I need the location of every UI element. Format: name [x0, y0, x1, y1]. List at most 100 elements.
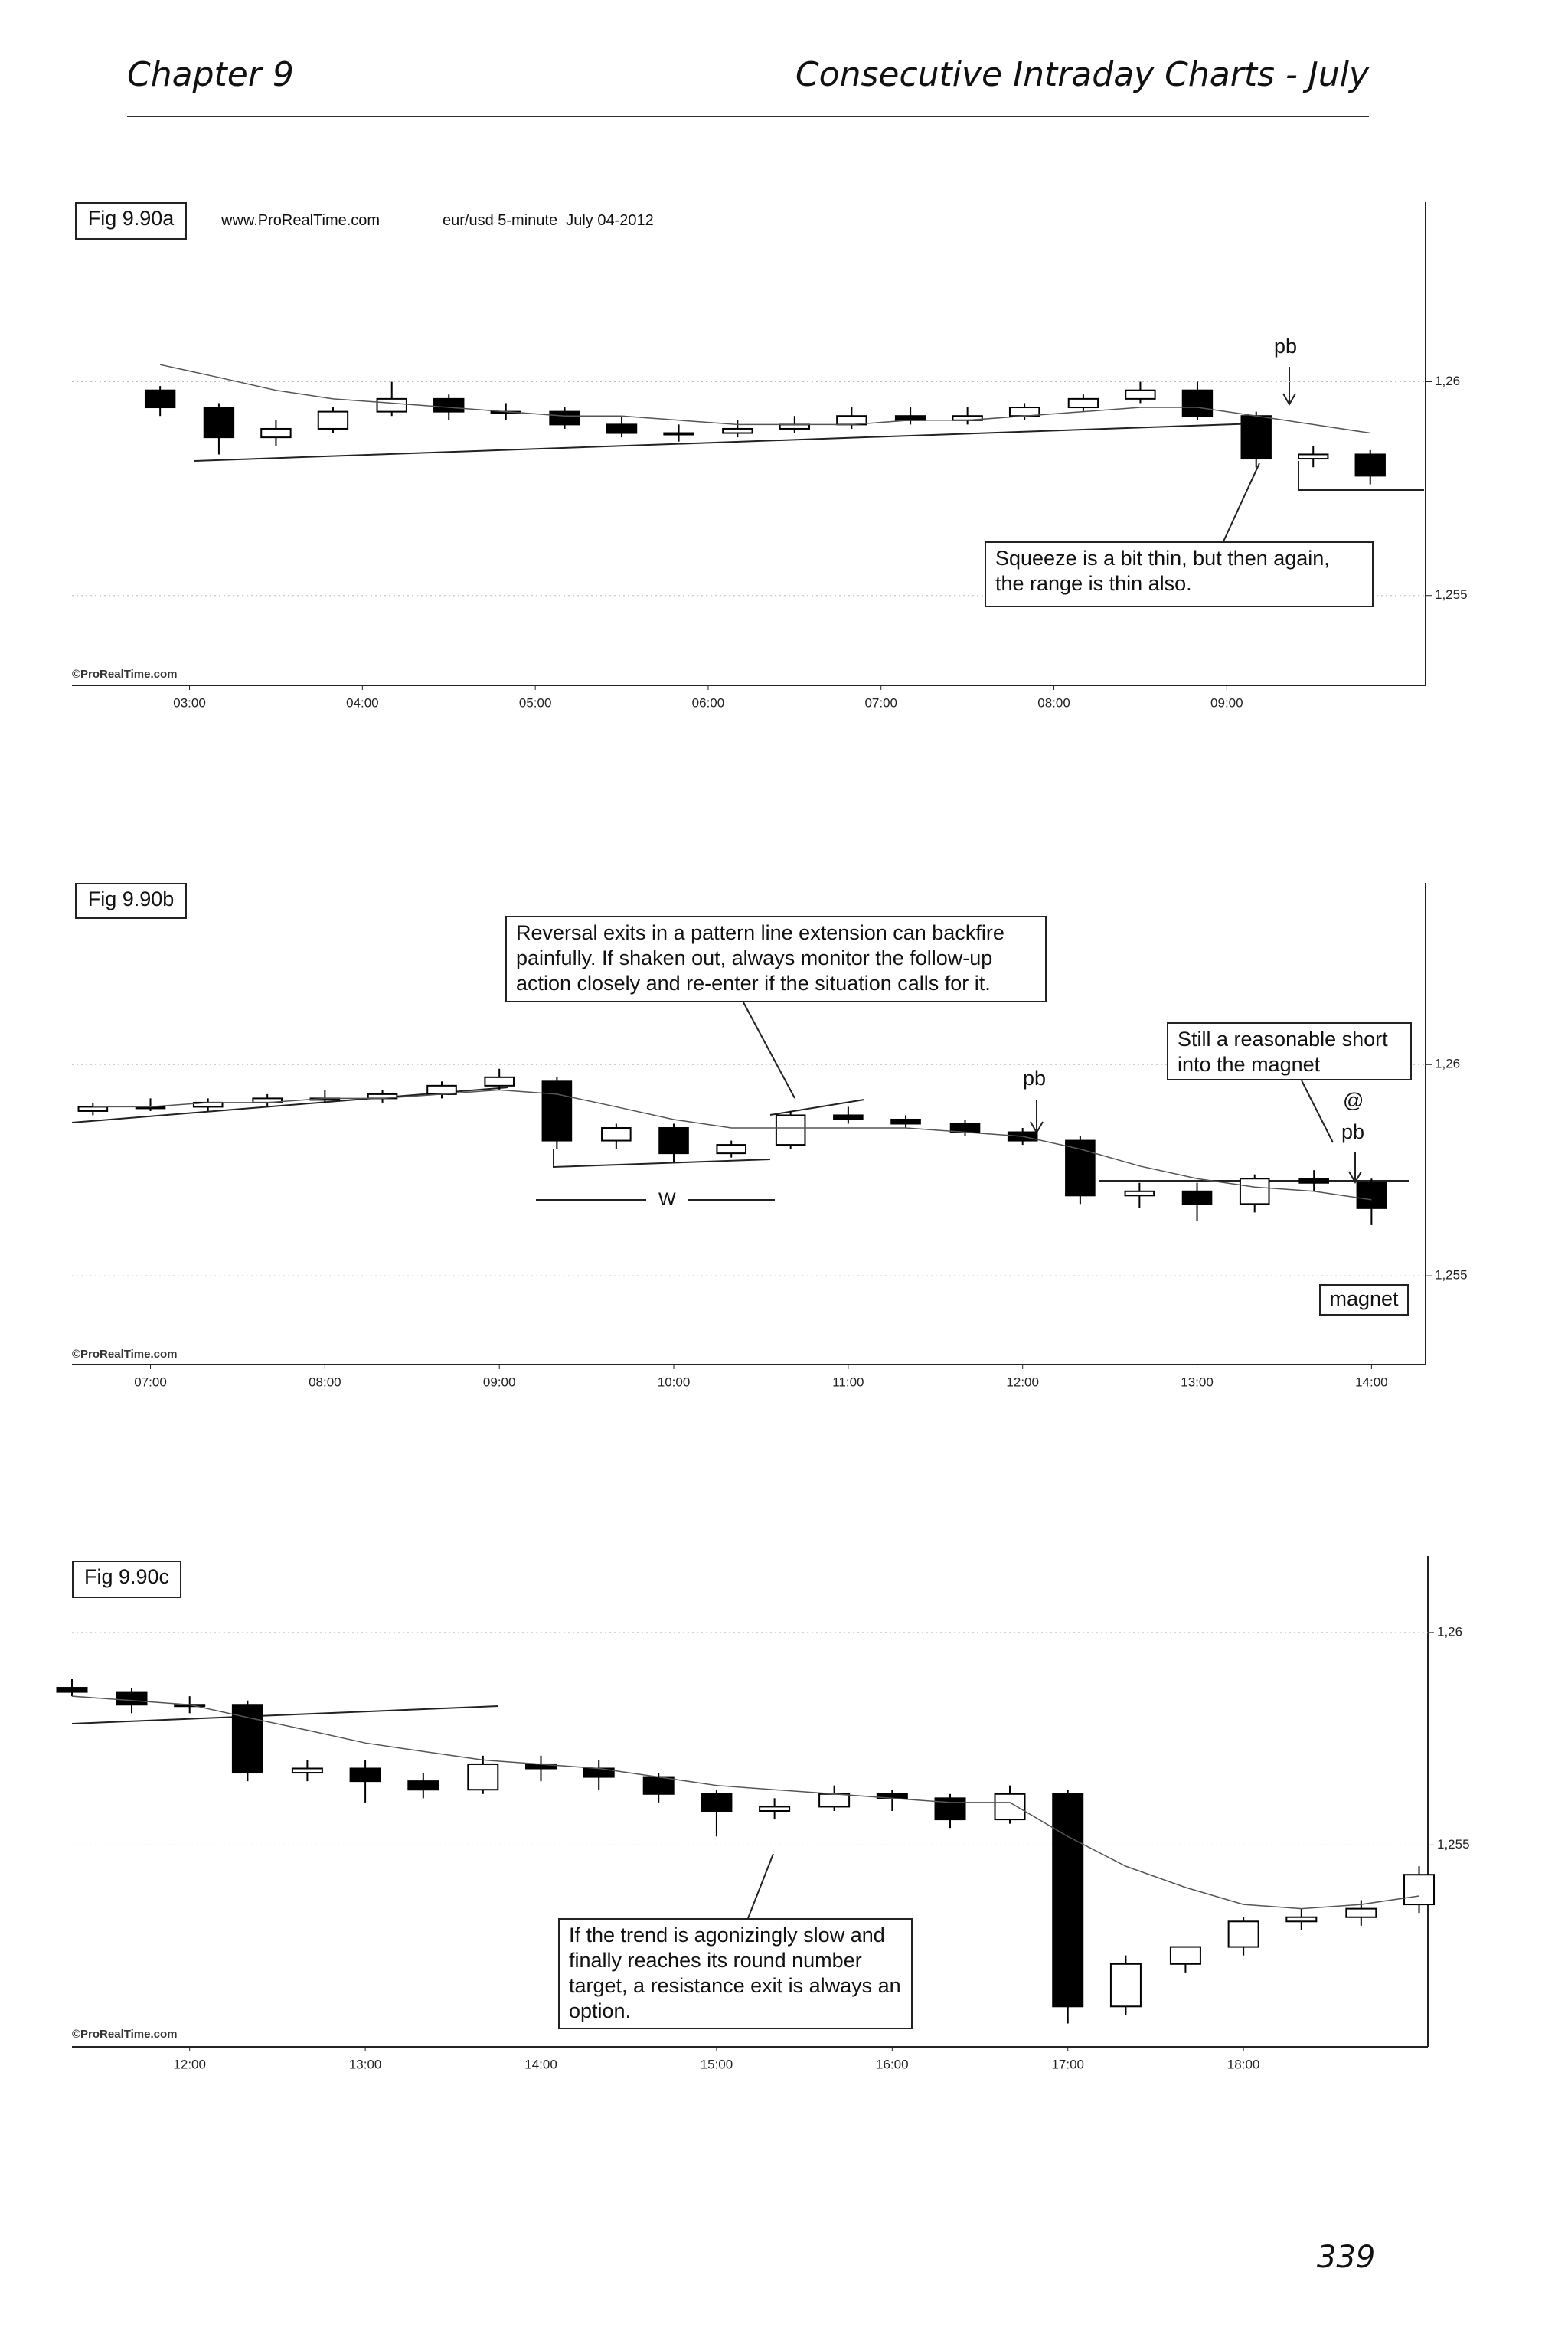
candle-body	[260, 427, 292, 439]
candle-body	[1124, 1190, 1155, 1197]
trend-line	[194, 423, 1257, 462]
candle-body	[833, 1114, 864, 1120]
candle-body	[77, 1106, 109, 1112]
x-tick-label: 13:00	[1181, 1375, 1214, 1389]
figure-label: Fig 9.90c	[72, 1561, 181, 1598]
candle-body	[376, 397, 407, 413]
candle-body	[144, 389, 176, 409]
y-tick-label: 1,255	[1437, 1837, 1470, 1852]
source: www.ProRealTime.com	[221, 212, 381, 229]
page-title: Consecutive Intraday Charts - July	[795, 55, 1369, 94]
x-tick-label: 11:00	[832, 1375, 864, 1389]
x-tick-label: 08:00	[309, 1375, 341, 1389]
arrow-head	[1348, 1171, 1362, 1185]
candle-body	[1065, 1139, 1096, 1197]
moving-average	[93, 1089, 1372, 1201]
x-tick-label: 07:00	[134, 1375, 167, 1389]
x-tick-label: 03:00	[173, 695, 206, 710]
candle-body	[1298, 1178, 1329, 1184]
x-tick-label: 14:00	[1355, 1375, 1388, 1389]
candle-body	[1345, 1907, 1377, 1918]
candle-body	[1125, 389, 1156, 400]
trend-line	[1298, 461, 1424, 491]
watermark: ©ProRealTime.com	[72, 668, 178, 681]
x-tick-label: 12:00	[173, 2057, 206, 2071]
candle-body	[541, 1080, 573, 1142]
candle-body	[716, 1144, 747, 1155]
watermark: ©ProRealTime.com	[72, 1348, 178, 1361]
x-tick-label: 05:00	[519, 695, 552, 710]
annotation: pb	[1341, 1120, 1365, 1143]
candle-body	[1181, 389, 1214, 417]
candle-body	[894, 415, 926, 421]
moving-average	[159, 364, 1370, 434]
x-tick-label: 08:00	[1037, 695, 1070, 710]
moving-average	[71, 1695, 1419, 1910]
candle-body	[818, 1793, 851, 1808]
candle-body	[291, 1767, 323, 1774]
candle-body	[1181, 1190, 1213, 1205]
chapter: Chapter 9	[127, 55, 294, 94]
y-tick-label: 1,26	[1435, 1057, 1460, 1071]
candle-body	[407, 1780, 439, 1791]
arrow	[747, 1853, 774, 1919]
y-tick-label: 1,255	[1435, 587, 1468, 602]
x-tick-label: 06:00	[692, 695, 725, 710]
candle-body	[549, 410, 580, 426]
arrow-head	[1282, 393, 1296, 407]
x-tick-label: 09:00	[483, 1375, 516, 1389]
arrow	[743, 1002, 795, 1099]
candle-body	[1052, 1793, 1084, 2008]
x-tick-label: 10:00	[658, 1375, 691, 1389]
candle-body	[1109, 1963, 1142, 2008]
chart-subtitle: eur/usd 5-minute July 04-2012	[443, 212, 654, 229]
candle-body	[1285, 1916, 1318, 1923]
candle-body	[1240, 415, 1272, 460]
candle-body	[1298, 453, 1329, 460]
callout: Squeeze is a bit thin, but then again, t…	[985, 541, 1374, 607]
x-tick-label: 13:00	[349, 2057, 382, 2071]
candle-body	[231, 1704, 263, 1774]
watermark: ©ProRealTime.com	[72, 2028, 178, 2041]
candle-body	[1354, 453, 1386, 477]
callout: Still a reasonable short into the magnet	[1167, 1022, 1412, 1080]
trend-line	[769, 1099, 865, 1116]
callout: Reversal exits in a pattern line extensi…	[505, 916, 1047, 1002]
figure-label: Fig 9.90a	[75, 202, 187, 240]
candle-body	[601, 1127, 632, 1142]
candle-body	[779, 423, 811, 430]
candle-body	[484, 1076, 514, 1087]
x-tick-label: 14:00	[524, 2057, 557, 2071]
figure-label: Fig 9.90b	[75, 883, 187, 919]
x-tick-label: 12:00	[1006, 1375, 1039, 1389]
callout: magnet	[1319, 1284, 1409, 1316]
x-tick-label: 07:00	[864, 695, 897, 710]
candle-body	[606, 423, 638, 434]
candle-body	[317, 410, 349, 430]
candle-body	[775, 1114, 806, 1146]
arrow	[1223, 463, 1260, 542]
candle-body	[433, 397, 465, 413]
candle-body	[56, 1687, 88, 1693]
candle-body	[994, 1793, 1026, 1821]
x-tick-label: 04:00	[346, 695, 379, 710]
x-tick-label: 09:00	[1210, 695, 1243, 710]
x-tick-label: 16:00	[876, 2057, 909, 2071]
candle-body	[349, 1767, 381, 1783]
candle-body	[1403, 1874, 1436, 1906]
y-tick-label: 1,255	[1435, 1268, 1468, 1283]
candle-body	[203, 407, 235, 439]
x-tick-label: 18:00	[1227, 2057, 1260, 2071]
annotation: @	[1343, 1089, 1364, 1112]
page-number: 339	[1317, 2240, 1376, 2275]
candle-body	[1067, 397, 1099, 409]
candle-body	[701, 1793, 733, 1812]
x-tick-label: 15:00	[701, 2057, 733, 2071]
candle-body	[658, 1127, 689, 1155]
candle-body	[116, 1691, 148, 1706]
callout: If the trend is agonizingly slow and fin…	[558, 1918, 913, 2029]
x-tick-label: 17:00	[1051, 2057, 1084, 2071]
candle-body	[1239, 1178, 1270, 1205]
